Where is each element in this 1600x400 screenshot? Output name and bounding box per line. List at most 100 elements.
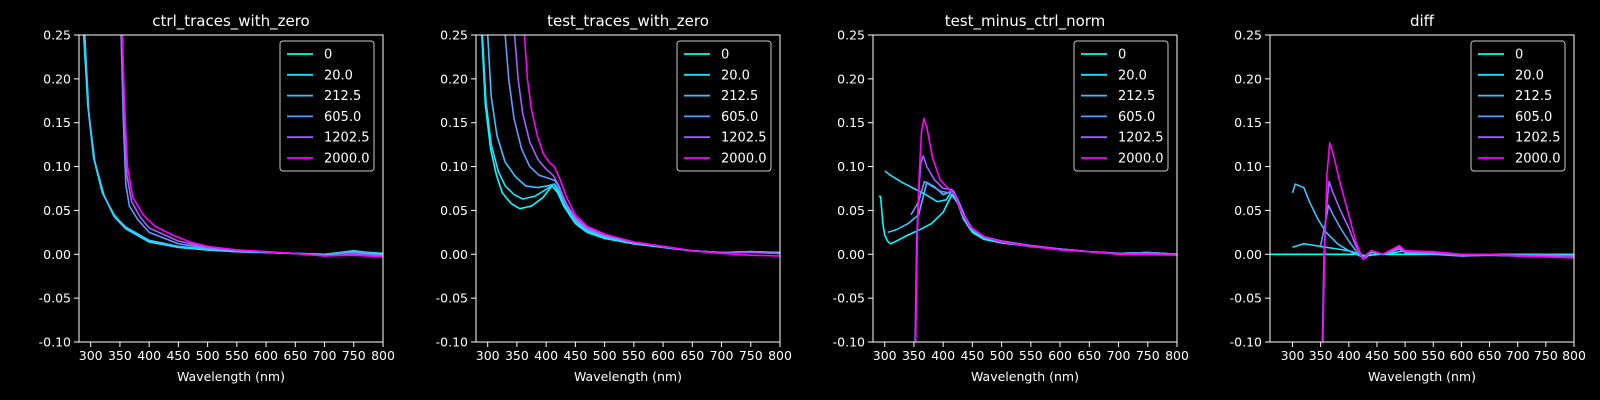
y-tick-label: 0.00 [837, 247, 865, 262]
x-tick-label: 650 [1077, 348, 1101, 363]
x-tick-label: 750 [1534, 348, 1558, 363]
legend-entry: 20.0 [1515, 68, 1544, 83]
x-tick-label: 700 [1506, 348, 1530, 363]
y-tick-label: -0.05 [39, 291, 71, 306]
legend-entry: 0 [1515, 48, 1523, 63]
y-tick-label: 0.00 [1234, 247, 1262, 262]
y-tick-label: 0.10 [837, 159, 865, 174]
legend-entry: 20.0 [324, 68, 353, 83]
x-axis-label: Wavelength (nm) [971, 369, 1079, 384]
x-tick-label: 750 [739, 348, 763, 363]
y-tick-label: 0.10 [440, 159, 468, 174]
legend-entry: 1202.5 [1515, 131, 1561, 146]
y-tick-label: -0.05 [436, 291, 468, 306]
chart-panel-3: test_minus_ctrl_norm 300 350 400 450 500 550 60… [833, 12, 1189, 384]
x-tick-label: 750 [342, 348, 366, 363]
y-tick-label: -0.10 [39, 335, 71, 350]
legend-entry: 1202.5 [721, 131, 767, 146]
x-tick-label: 750 [1136, 348, 1160, 363]
x-axis-label: Wavelength (nm) [574, 369, 682, 384]
x-tick-label: 550 [225, 348, 249, 363]
y-tick-label: 0.25 [43, 28, 71, 43]
legend-entry: 2000.0 [324, 152, 370, 167]
series-group [878, 117, 1177, 342]
legend-entry: 0 [324, 48, 332, 63]
y-tick-label: 0.10 [1234, 159, 1262, 174]
y-tick-label: 0.05 [440, 203, 468, 218]
series-group [82, 35, 383, 258]
y-tick-label: 0.00 [440, 247, 468, 262]
legend-entry: 2000.0 [721, 152, 767, 167]
x-tick-label: 700 [710, 348, 734, 363]
y-tick-label: 0.15 [1234, 115, 1262, 130]
x-tick-label: 350 [902, 348, 926, 363]
x-tick-label: 650 [680, 348, 704, 363]
x-tick-label: 500 [593, 348, 617, 363]
x-tick-label: 300 [79, 348, 103, 363]
legend-box [1470, 40, 1566, 172]
x-tick-label: 600 [651, 348, 675, 363]
series-line-2000.0 [121, 35, 383, 258]
y-tick-label: 0.20 [440, 71, 468, 86]
x-tick-label: 550 [622, 348, 646, 363]
x-tick-label: 600 [254, 348, 278, 363]
legend-entry: 212.5 [324, 89, 361, 104]
legend-entry: 212.5 [1515, 89, 1552, 104]
x-tick-label: 350 [505, 348, 529, 363]
y-tick-label: 0.05 [43, 203, 71, 218]
x-tick-label: 700 [1107, 348, 1131, 363]
y-tick-label: 0.15 [837, 115, 865, 130]
y-tick-label: 0.05 [837, 203, 865, 218]
y-tick-label: 0.10 [43, 159, 71, 174]
y-tick-label: -0.10 [833, 335, 865, 350]
x-tick-label: 500 [196, 348, 220, 363]
y-tick-label: 0.00 [43, 247, 71, 262]
legend-entry: 605.0 [1118, 110, 1155, 125]
legend-entry: 605.0 [721, 110, 758, 125]
y-tick-label: -0.10 [436, 335, 468, 350]
x-tick-label: 650 [283, 348, 307, 363]
x-tick-label: 800 [371, 348, 395, 363]
series-line-2000.0 [914, 117, 1177, 342]
legend-entry: 20.0 [721, 68, 750, 83]
axes-frame [78, 34, 384, 343]
legend: 0 20.0 212.5 605.0 1202.5 2000.0 [1470, 40, 1566, 172]
x-tick-label: 300 [1281, 348, 1305, 363]
legend-entry: 2000.0 [1118, 152, 1164, 167]
chart-title: diff [1410, 12, 1435, 30]
y-tick-label: -0.05 [833, 291, 865, 306]
legend-box [279, 40, 375, 172]
chart-title: test_traces_with_zero [547, 12, 709, 31]
legend-entry: 1202.5 [1118, 131, 1164, 146]
axes-frame [475, 34, 781, 343]
x-tick-label: 550 [1421, 348, 1445, 363]
chart-panel-1: ctrl_traces_with_zero 300 350 400 450 500 550 6… [39, 12, 395, 384]
x-tick-label: 800 [1562, 348, 1586, 363]
chart-title: ctrl_traces_with_zero [152, 12, 309, 31]
legend: 0 20.0 212.5 605.0 1202.5 2000.0 [1073, 40, 1169, 172]
y-tick-label: 0.05 [1234, 203, 1262, 218]
series-line-605.0 [120, 35, 383, 256]
y-tick-label: 0.25 [440, 28, 468, 43]
x-tick-label: 600 [1449, 348, 1473, 363]
y-tick-label: 0.15 [440, 115, 468, 130]
x-tick-label: 300 [873, 348, 897, 363]
legend-entry: 605.0 [324, 110, 361, 125]
legend: 0 20.0 212.5 605.0 1202.5 2000.0 [279, 40, 375, 172]
legend-box [676, 40, 772, 172]
x-tick-label: 400 [137, 348, 161, 363]
y-tick-label: 0.20 [1234, 71, 1262, 86]
x-axis-label: Wavelength (nm) [177, 369, 285, 384]
legend-entry: 0 [1118, 48, 1126, 63]
y-tick-label: 0.25 [837, 28, 865, 43]
series-group [1270, 142, 1574, 342]
series-group [481, 35, 780, 257]
x-tick-label: 300 [476, 348, 500, 363]
x-tick-label: 400 [931, 348, 955, 363]
y-tick-label: 0.25 [1234, 28, 1262, 43]
y-tick-label: 0.15 [43, 115, 71, 130]
x-tick-label: 400 [1337, 348, 1361, 363]
legend-entry: 1202.5 [324, 131, 370, 146]
x-tick-label: 500 [990, 348, 1014, 363]
y-tick-label: 0.20 [43, 71, 71, 86]
